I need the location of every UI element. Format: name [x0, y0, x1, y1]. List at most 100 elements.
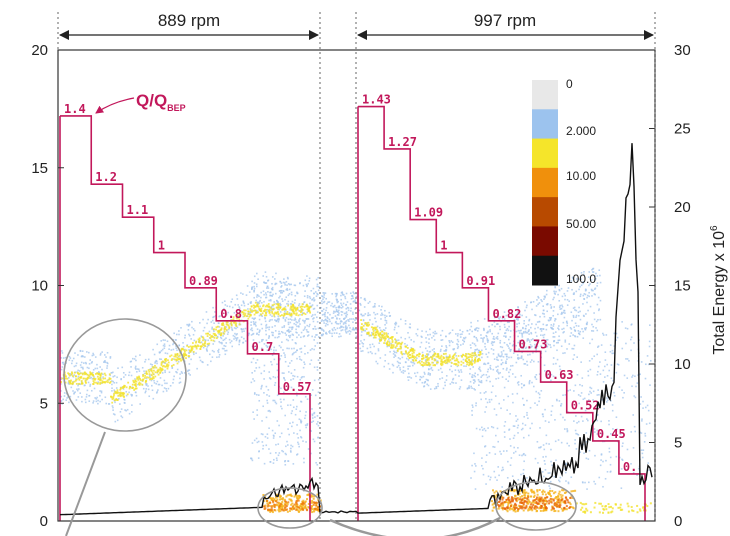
density-point: [428, 365, 431, 367]
density-point: [292, 463, 295, 465]
density-point: [172, 382, 174, 384]
density-point: [552, 310, 555, 312]
density-point: [517, 317, 519, 320]
density-point: [506, 343, 508, 346]
density-point: [118, 403, 121, 405]
density-point: [429, 363, 432, 366]
density-point: [480, 398, 482, 401]
density-point: [485, 374, 488, 376]
density-point: [555, 290, 557, 293]
density-point: [102, 373, 104, 376]
density-point: [508, 499, 511, 502]
density-point: [258, 366, 261, 369]
density-point: [562, 352, 564, 355]
density-point: [322, 292, 325, 294]
density-point: [274, 381, 277, 384]
flow-step-label: 0.7: [252, 340, 274, 354]
density-point: [253, 318, 255, 321]
density-point: [316, 493, 319, 496]
density-point: [556, 358, 559, 361]
density-point: [213, 330, 215, 333]
density-point: [559, 493, 562, 496]
density-point: [561, 498, 564, 501]
density-point: [175, 358, 178, 361]
density-point: [426, 364, 429, 367]
density-point: [501, 501, 504, 504]
density-point: [421, 336, 423, 338]
density-point: [386, 344, 389, 347]
density-point: [279, 311, 282, 313]
flow-step-label: 1.27: [388, 135, 417, 149]
density-point: [112, 406, 114, 409]
density-point: [328, 331, 330, 333]
density-point: [509, 348, 511, 351]
density-point: [596, 303, 599, 306]
density-point: [487, 351, 490, 354]
density-point: [374, 336, 377, 339]
density-point: [64, 373, 66, 376]
density-point: [332, 306, 335, 308]
density-point: [289, 362, 291, 364]
density-point: [552, 357, 555, 359]
density-point: [311, 511, 314, 514]
density-point: [423, 385, 425, 388]
density-point: [428, 362, 430, 365]
density-point: [370, 334, 373, 336]
density-point: [258, 307, 261, 310]
density-point: [309, 297, 312, 300]
density-point: [144, 360, 146, 363]
density-point: [648, 469, 650, 472]
density-point: [438, 357, 441, 360]
density-point: [279, 315, 282, 317]
density-point: [446, 360, 449, 363]
density-point: [126, 408, 129, 411]
density-point: [545, 293, 548, 296]
density-point: [247, 317, 250, 320]
density-point: [512, 505, 515, 508]
density-point: [296, 349, 299, 351]
density-point: [505, 314, 508, 317]
density-point: [523, 332, 525, 334]
density-point: [80, 380, 83, 382]
density-point: [317, 378, 320, 381]
density-point: [319, 499, 322, 502]
density-point: [137, 378, 140, 381]
density-point: [240, 328, 243, 330]
density-point: [250, 302, 252, 304]
density-point: [262, 310, 265, 312]
density-point: [132, 386, 135, 389]
density-point: [279, 503, 282, 506]
density-point: [459, 333, 462, 336]
density-point: [99, 381, 102, 384]
density-point: [485, 398, 487, 400]
density-point: [632, 472, 635, 474]
density-point: [550, 410, 553, 413]
density-point: [389, 314, 392, 317]
density-point: [440, 360, 443, 363]
density-point: [321, 334, 324, 337]
density-point: [577, 420, 580, 423]
density-point: [67, 372, 70, 375]
density-point: [99, 352, 102, 355]
density-point: [431, 358, 434, 361]
density-point: [299, 378, 302, 381]
density-point: [293, 322, 296, 325]
density-point: [307, 331, 310, 333]
density-point: [253, 287, 256, 290]
flow-step-label: 0.82: [492, 307, 521, 321]
density-point: [289, 493, 292, 496]
density-point: [117, 367, 119, 369]
density-point: [238, 323, 241, 326]
density-point: [600, 454, 603, 456]
density-point: [251, 286, 253, 289]
density-point: [528, 501, 531, 504]
density-point: [290, 499, 293, 502]
density-point: [208, 342, 211, 345]
density-point: [221, 342, 223, 345]
density-point: [395, 347, 397, 349]
density-point: [169, 384, 172, 387]
density-point: [188, 333, 190, 336]
density-point: [196, 367, 198, 370]
density-point: [579, 508, 582, 511]
density-point: [274, 330, 277, 332]
